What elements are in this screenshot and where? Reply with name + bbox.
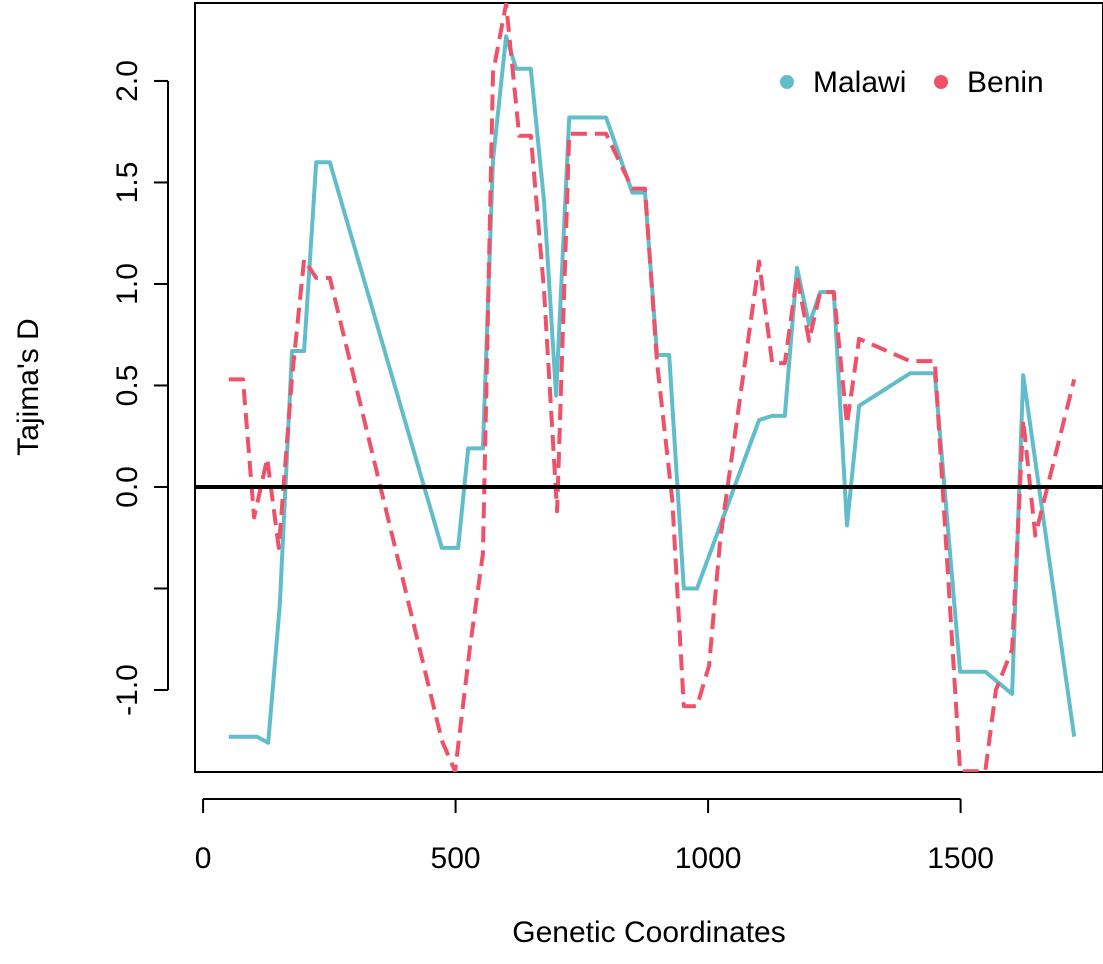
y-tick-label: 1.0 (111, 263, 144, 305)
y-axis-label: Tajima's D (12, 318, 45, 455)
series-line (228, 34, 1077, 745)
plot-area (228, 3, 1077, 772)
y-tick-label: 0.0 (111, 466, 144, 508)
legend-marker (780, 75, 794, 89)
y-tick-label: 2.0 (111, 60, 144, 102)
x-tick-label: 1500 (927, 842, 994, 875)
legend-label: Benin (967, 66, 1044, 99)
plot-frame (194, 2, 1103, 773)
y-tick-label: -1.0 (111, 664, 144, 716)
x-axis-label: Genetic Coordinates (512, 916, 786, 949)
x-tick-label: 500 (431, 842, 481, 875)
legend-marker (934, 75, 948, 89)
x-tick-label: 1000 (675, 842, 742, 875)
y-tick-label: 0.5 (111, 365, 144, 407)
legend-label: Malawi (813, 66, 906, 99)
x-tick-label: 0 (195, 842, 212, 875)
y-tick-label: 1.5 (111, 162, 144, 204)
series-line (228, 3, 1077, 772)
